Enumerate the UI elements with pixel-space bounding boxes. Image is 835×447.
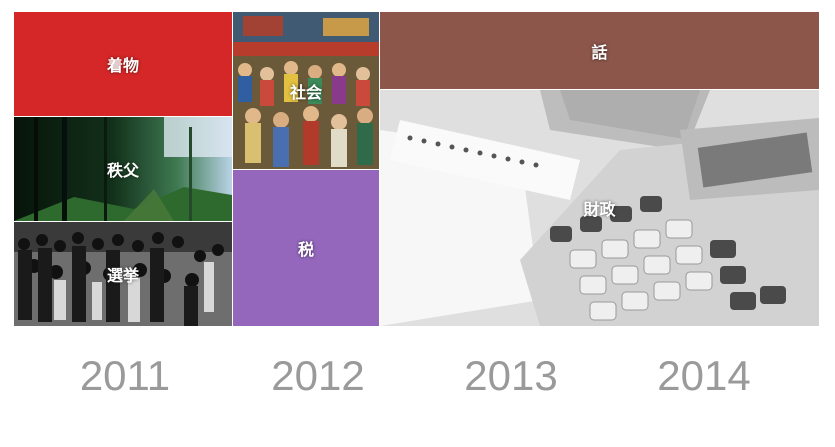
topic-label: 選挙	[106, 268, 139, 285]
painting-photo	[233, 12, 379, 169]
topic-tile-talk[interactable]: 話	[380, 12, 819, 89]
year-label-2014: 2014	[657, 352, 751, 399]
forest-photo	[14, 117, 232, 221]
topic-tile-election[interactable]: 選挙	[14, 222, 232, 326]
topic-label: 税	[297, 242, 314, 259]
topic-tile-kimono[interactable]: 着物	[14, 12, 232, 116]
topic-label: 秩父	[106, 163, 139, 180]
topic-tile-chichibu[interactable]: 秩父	[14, 117, 232, 221]
year-label-2012: 2012	[271, 352, 365, 399]
topic-label: 社会	[289, 84, 322, 102]
crowd-photo	[14, 222, 232, 326]
calculator-photo	[380, 90, 819, 326]
topic-tile-tax[interactable]: 税	[233, 170, 379, 326]
year-axis: 2011 2012 2013 2014	[0, 352, 835, 412]
topic-tile-society[interactable]: 社会	[233, 12, 379, 169]
year-label-2013: 2013	[464, 352, 558, 399]
topic-label: 話	[591, 44, 608, 62]
topic-tile-finance[interactable]: 財政	[380, 90, 819, 326]
topic-label: 財政	[583, 202, 616, 219]
topic-label: 着物	[106, 58, 139, 75]
year-label-2011: 2011	[79, 352, 171, 399]
